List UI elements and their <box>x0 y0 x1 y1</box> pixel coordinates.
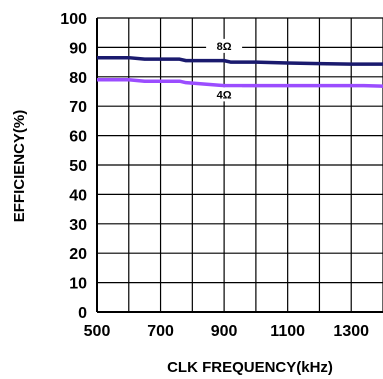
y-tick-label: 70 <box>69 99 87 116</box>
grid <box>96 17 383 313</box>
series-lines <box>97 55 383 88</box>
series-label-4ohm: 4Ω <box>217 89 232 101</box>
x-tick-label: 500 <box>84 323 111 340</box>
x-tick-label: 700 <box>147 323 174 340</box>
x-tick-label: 1300 <box>333 323 369 340</box>
series-label-bg <box>206 87 243 102</box>
series-label-bg <box>206 38 243 53</box>
y-tick-label: 40 <box>69 187 87 204</box>
series-line-4ohm <box>97 77 383 88</box>
series-label-8ohm: 8Ω <box>217 41 232 53</box>
y-tick-label: 50 <box>69 158 87 175</box>
y-tick-label: 10 <box>69 276 87 293</box>
y-tick-label: 0 <box>78 305 87 322</box>
series-labels: 8Ω 4Ω <box>206 38 243 102</box>
y-tick-label: 30 <box>69 217 87 234</box>
x-axis-title: CLK FREQUENCY(kHz) <box>167 359 333 376</box>
series-line-8ohm <box>97 55 383 66</box>
y-tick-label: 90 <box>69 40 87 57</box>
x-tick-label: 900 <box>211 323 238 340</box>
y-tick-label: 100 <box>60 11 87 28</box>
tick-labels: 0 10 20 30 40 50 60 70 80 90 100 500 700 900 1100 1300 <box>60 11 369 340</box>
y-tick-label: 20 <box>69 246 87 263</box>
x-tick-label: 1100 <box>270 323 305 340</box>
y-tick-label: 60 <box>69 129 87 146</box>
y-axis-title: EFFICIENCY(%) <box>11 110 28 223</box>
y-tick-label: 80 <box>69 70 87 87</box>
